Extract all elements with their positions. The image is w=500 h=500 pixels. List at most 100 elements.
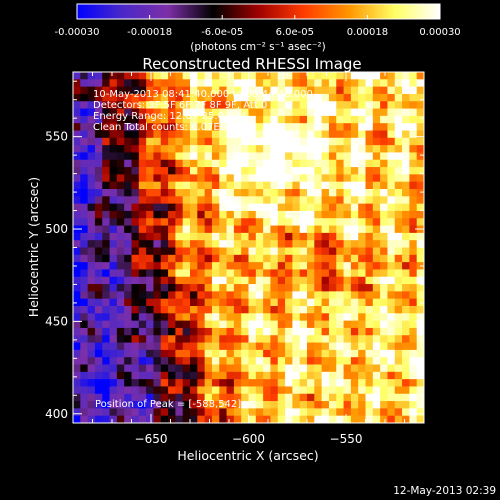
heatmap-cell: [131, 298, 140, 307]
heatmap-cell: [233, 254, 242, 263]
heatmap-cell: [160, 196, 169, 205]
heatmap-cell: [380, 408, 389, 417]
heatmap-cell: [255, 93, 264, 102]
heatmap-cell: [168, 306, 176, 314]
heatmap-cell: [292, 189, 301, 197]
heatmap-cell: [182, 298, 191, 307]
heatmap-cell: [146, 152, 155, 161]
heatmap-cell: [328, 86, 337, 95]
heatmap-cell: [328, 79, 337, 88]
heatmap-cell: [241, 386, 250, 395]
heatmap-cell: [219, 291, 228, 300]
heatmap-cell: [160, 189, 169, 197]
heatmap-cell: [204, 298, 213, 307]
heatmap-cell: [387, 130, 396, 139]
heatmap-cell: [336, 93, 345, 102]
heatmap-cell: [336, 364, 345, 373]
heatmap-cell: [182, 386, 191, 395]
heatmap-cell: [109, 269, 118, 278]
heatmap-cell: [314, 386, 323, 395]
heatmap-cell: [277, 159, 286, 168]
heatmap-cell: [204, 415, 213, 423]
heatmap-cell: [328, 371, 337, 380]
heatmap-cell: [138, 313, 147, 322]
heatmap-cell: [409, 189, 418, 197]
heatmap-cell: [307, 108, 315, 117]
heatmap-cell: [241, 218, 250, 227]
heatmap-cell: [160, 232, 169, 241]
heatmap-cell: [226, 240, 235, 249]
heatmap-cell: [343, 291, 352, 300]
heatmap-cell: [380, 401, 389, 409]
heatmap-cell: [190, 291, 198, 300]
heatmap-cell: [131, 72, 140, 80]
heatmap-cell: [153, 137, 162, 146]
heatmap-cell: [380, 145, 389, 154]
heatmap-cell: [109, 93, 118, 102]
heatmap-cell: [87, 189, 96, 197]
heatmap-cell: [387, 364, 396, 373]
heatmap-cell: [131, 262, 140, 271]
heatmap-cell: [416, 72, 424, 80]
heatmap-cell: [270, 313, 279, 322]
heatmap-cell: [211, 306, 220, 314]
heatmap-cell: [124, 364, 133, 373]
heatmap-cell: [380, 276, 389, 285]
heatmap-cell: [153, 93, 162, 102]
heatmap-cell: [416, 108, 424, 117]
heatmap-cell: [102, 152, 111, 161]
heatmap-cell: [255, 262, 264, 271]
heatmap-cell: [255, 379, 264, 388]
heatmap-cell: [292, 72, 301, 80]
heatmap-cell: [131, 240, 140, 249]
heatmap-cell: [402, 72, 410, 80]
heatmap-cell: [175, 364, 184, 373]
heatmap-cell: [336, 393, 345, 402]
heatmap-cell: [372, 196, 381, 205]
heatmap-cell: [197, 379, 206, 388]
heatmap-cell: [336, 79, 345, 88]
heatmap-cell: [263, 393, 272, 402]
heatmap-cell: [343, 159, 352, 168]
heatmap-cell: [182, 130, 191, 139]
heatmap-cell: [168, 203, 176, 212]
heatmap-cell: [109, 371, 118, 380]
heatmap-cell: [73, 196, 81, 205]
heatmap-cell: [328, 203, 337, 212]
heatmap-cell: [80, 276, 89, 285]
heatmap-cell: [138, 327, 147, 336]
heatmap-cell: [87, 225, 96, 234]
heatmap-cell: [299, 247, 308, 256]
heatmap-cell: [168, 313, 176, 322]
heatmap-cell: [226, 284, 235, 292]
heatmap-cell: [321, 262, 330, 271]
heatmap-cell: [182, 284, 191, 292]
heatmap-cell: [94, 189, 103, 197]
heatmap-cell: [255, 327, 264, 336]
heatmap-cell: [285, 313, 293, 322]
heatmap-cell: [146, 276, 155, 285]
heatmap-cell: [307, 364, 315, 373]
heatmap-cell: [219, 298, 228, 307]
heatmap-cell: [73, 108, 81, 117]
heatmap-cell: [190, 189, 198, 197]
heatmap-cell: [226, 357, 235, 366]
heatmap-cell: [394, 408, 403, 417]
heatmap-cell: [372, 167, 381, 175]
heatmap-cell: [190, 123, 198, 132]
heatmap-cell: [102, 320, 111, 329]
heatmap-cell: [87, 306, 96, 314]
heatmap-cell: [263, 327, 272, 336]
heatmap-cell: [204, 196, 213, 205]
heatmap-cell: [372, 320, 381, 329]
heatmap-cell: [299, 386, 308, 395]
heatmap-cell: [226, 93, 235, 102]
heatmap-cell: [328, 298, 337, 307]
heatmap-cell: [255, 181, 264, 190]
heatmap-cell: [380, 86, 389, 95]
heatmap-cell: [138, 86, 147, 95]
heatmap-cell: [87, 167, 96, 175]
heatmap-cell: [160, 401, 169, 409]
heatmap-cell: [182, 152, 191, 161]
heatmap-cell: [314, 210, 323, 219]
